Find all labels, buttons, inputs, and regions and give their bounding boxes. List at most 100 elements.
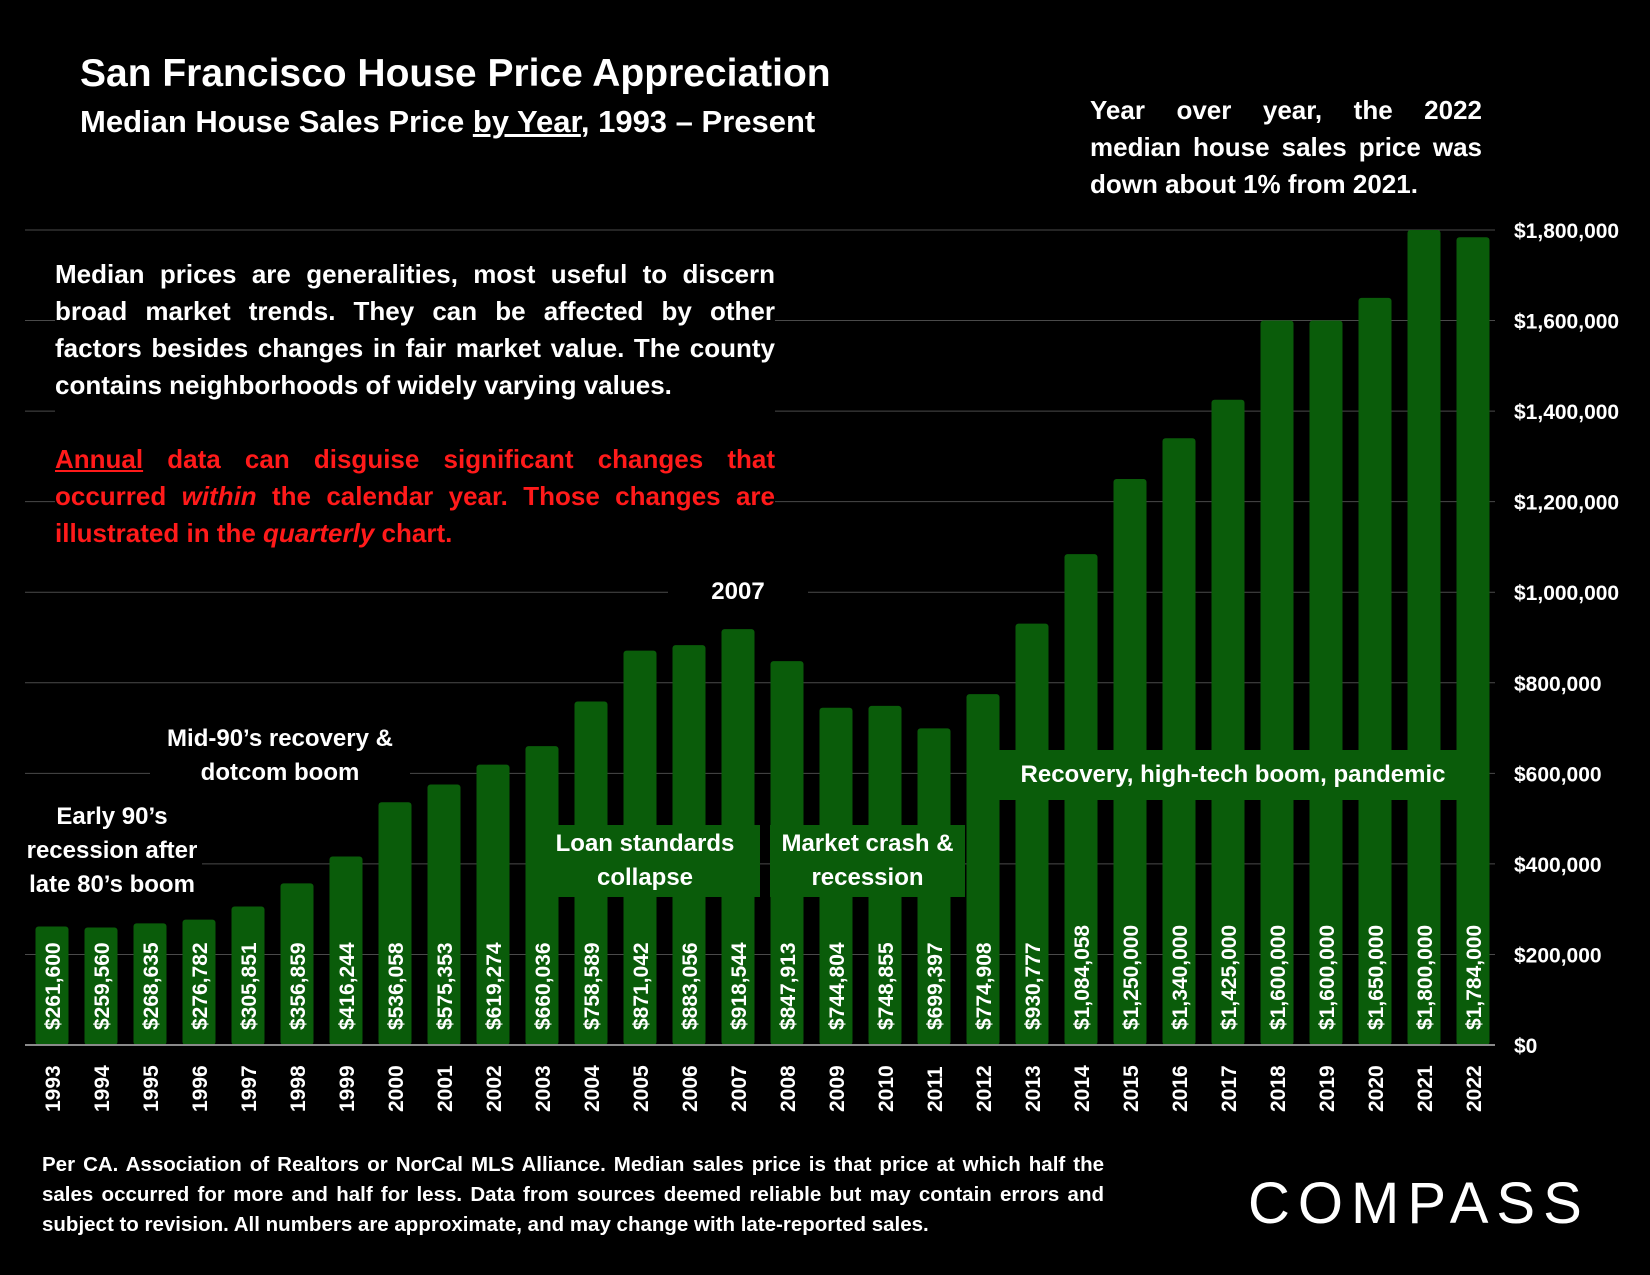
note-red-part: the calendar year. Those changes are ill…: [55, 481, 775, 548]
compass-logo: COMPASS: [1248, 1171, 1590, 1236]
x-tick-label: 2010: [875, 1065, 898, 1112]
x-tick-label: 1997: [238, 1065, 261, 1112]
bar-value-label: $744,804: [826, 942, 849, 1030]
x-tick-label: 2014: [1071, 1065, 1094, 1112]
x-tick-label: 2003: [532, 1065, 555, 1112]
annotation-mid-90s: Mid-90’s recovery & dotcom boom: [150, 722, 410, 790]
bar: [1456, 237, 1490, 1045]
bar-value-label: $1,800,000: [1414, 925, 1437, 1030]
bar-value-label: $660,036: [532, 942, 555, 1030]
bar: [1162, 438, 1196, 1045]
median-explanation-note: Median prices are generalities, most use…: [55, 256, 775, 552]
x-tick-label: 2022: [1463, 1065, 1486, 1112]
bar: [329, 856, 363, 1045]
bar: [1211, 399, 1245, 1046]
bar-value-label: $748,855: [875, 942, 898, 1030]
bar-value-label: $774,908: [973, 942, 996, 1030]
bar: [1015, 623, 1049, 1045]
x-tick-label: 1998: [287, 1065, 310, 1112]
x-tick-label: 1999: [336, 1065, 359, 1112]
bar: [378, 802, 412, 1045]
bar: [427, 784, 461, 1045]
y-tick-label: $400,000: [1514, 854, 1602, 877]
bar-value-label: $575,353: [434, 942, 457, 1030]
bar-value-label: $1,340,000: [1169, 925, 1192, 1030]
x-tick-label: 1993: [42, 1065, 65, 1112]
y-tick-label: $800,000: [1514, 673, 1602, 696]
y-tick-label: $1,200,000: [1514, 492, 1619, 515]
bar-value-label: $416,244: [336, 942, 359, 1030]
bar: [1309, 320, 1343, 1045]
bar: [1358, 297, 1392, 1046]
x-tick-label: 2000: [385, 1065, 408, 1112]
bar: [1260, 320, 1294, 1045]
y-tick-label: $1,000,000: [1514, 582, 1619, 605]
x-tick-label: 2012: [973, 1065, 996, 1112]
bar-value-label: $1,784,000: [1463, 925, 1486, 1030]
y-tick-label: $600,000: [1514, 763, 1602, 786]
y-tick-label: $1,400,000: [1514, 401, 1619, 424]
annotation-recovery: Recovery, high-tech boom, pandemic: [998, 750, 1468, 800]
x-tick-label: 2007: [728, 1065, 751, 1112]
bar-value-label: $1,084,058: [1071, 925, 1094, 1030]
bar-value-label: $1,600,000: [1267, 925, 1290, 1030]
y-axis-tick-labels: $0 $200,000 $400,000 $600,000 $800,000 $1,000…: [1514, 220, 1619, 1058]
bar-value-label: $261,600: [42, 942, 65, 1030]
note-red-part: data can disguise significant changes th…: [55, 444, 775, 511]
bar: [280, 883, 314, 1045]
x-tick-label: 2006: [679, 1065, 702, 1112]
bar: [84, 927, 118, 1045]
x-tick-label: 1996: [189, 1065, 212, 1112]
annotation-early-90s: Early 90’s recession after late 80’s boo…: [22, 800, 202, 902]
bar: [231, 906, 265, 1045]
bar-value-label: $1,600,000: [1316, 925, 1339, 1030]
bar: [35, 926, 69, 1045]
chart-subtitle: Median House Sales Price by Year, 1993 –…: [80, 104, 815, 140]
x-tick-label: 1995: [140, 1065, 163, 1112]
year-over-year-note: Year over year, the 2022 median house sa…: [1090, 95, 1482, 199]
chart-title: San Francisco House Price Appreciation: [80, 52, 831, 95]
x-tick-label: 2019: [1316, 1065, 1339, 1112]
note-red-italic: quarterly: [263, 518, 375, 548]
bar: [966, 694, 1000, 1045]
bar-value-label: $847,913: [777, 942, 800, 1030]
bar-value-label: $259,560: [91, 942, 114, 1030]
subtitle-underlined: by Year: [472, 104, 581, 139]
note-red-text: Annual data can disguise significant cha…: [55, 441, 775, 552]
bar-value-label: $1,250,000: [1120, 925, 1143, 1030]
note-red-italic: within: [181, 481, 257, 511]
y-tick-label: $0: [1514, 1035, 1537, 1058]
x-tick-label: 2008: [777, 1065, 800, 1112]
x-axis-tick-labels: 1993 1994 1995 1996 1997 1998 1999 2000 2001 2002…: [42, 1065, 1486, 1112]
source-footnote: Per CA. Association of Realtors or NorCa…: [42, 1153, 1104, 1236]
bar-value-label: $1,650,000: [1365, 925, 1388, 1030]
bar-value-label: $758,589: [581, 942, 604, 1030]
note-text: Median prices are generalities, most use…: [55, 259, 775, 400]
subtitle-text-end: , 1993 – Present: [580, 104, 816, 139]
bar: [182, 919, 216, 1045]
x-tick-label: 2018: [1267, 1065, 1290, 1112]
bar-value-label: $356,859: [287, 942, 310, 1030]
bar: [1407, 230, 1441, 1045]
x-tick-label: 2011: [924, 1066, 947, 1112]
bar-value-label: $536,058: [385, 942, 408, 1030]
annotation-market-crash: Market crash & recession: [770, 825, 965, 897]
x-tick-label: 2020: [1365, 1065, 1388, 1112]
subtitle-text: Median House Sales Price: [80, 104, 473, 139]
y-tick-label: $200,000: [1514, 944, 1602, 967]
note-red-underlined: Annual: [55, 444, 144, 474]
note-red-part: chart.: [374, 518, 453, 548]
x-tick-label: 2017: [1218, 1065, 1241, 1112]
bar-data-labels: $261,600 $259,560 $268,635 $276,782 $305,851…: [42, 925, 1486, 1030]
bar-value-label: $883,056: [679, 942, 702, 1030]
bar-value-label: $699,397: [924, 942, 947, 1030]
x-tick-label: 2016: [1169, 1065, 1192, 1112]
bar-value-label: $305,851: [238, 942, 261, 1030]
x-tick-label: 2002: [483, 1065, 506, 1112]
bar-value-label: $276,782: [189, 942, 212, 1030]
y-tick-label: $1,800,000: [1514, 220, 1619, 243]
x-tick-label: 2015: [1120, 1065, 1143, 1112]
bar-value-label: $268,635: [140, 942, 163, 1030]
annotation-2007-peak: 2007: [668, 575, 808, 609]
